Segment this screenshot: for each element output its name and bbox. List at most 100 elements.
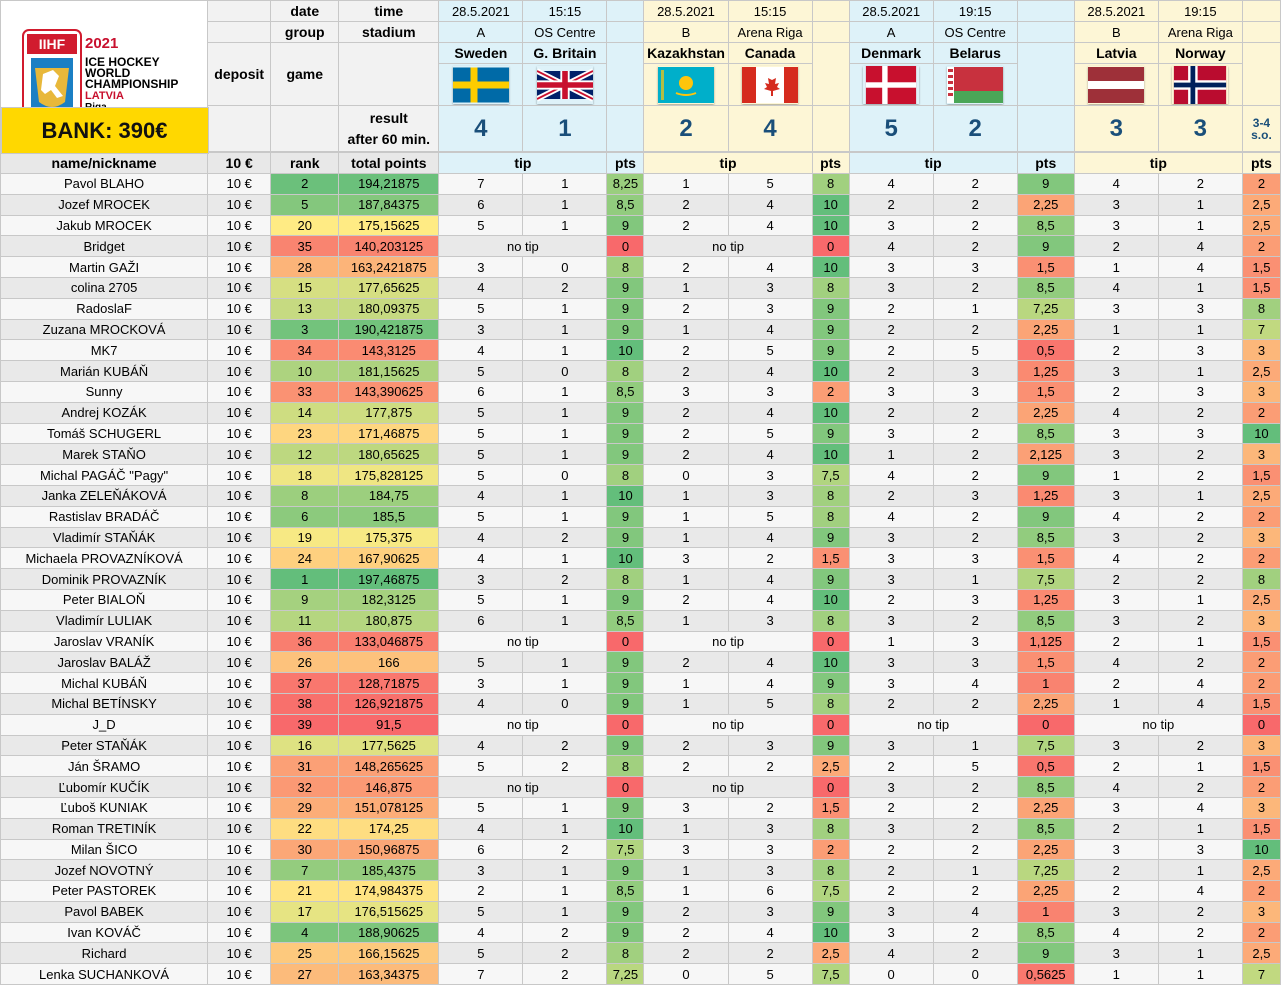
tip-away: 4 <box>1157 256 1243 278</box>
tip-away: 4 <box>727 256 813 278</box>
game-3-note <box>1016 105 1075 152</box>
player-name: Sunny <box>0 380 209 403</box>
player-deposit: 10 € <box>207 713 272 736</box>
tip-points: 8 <box>811 276 850 299</box>
tip-home: 1 <box>643 880 729 902</box>
player-name: Milan ŠICO <box>0 838 209 861</box>
tip-home: 5 <box>438 651 524 674</box>
player-name: Ľuboš KUNIAK <box>0 796 209 819</box>
tip-away: 1 <box>1157 360 1243 382</box>
tip-points: 1,5 <box>1241 817 1281 840</box>
table-row: Ján ŠRAMO 10 €31 148,265625 5 2 8 2 2 2,5 2 5 0,5 2 1… <box>0 755 1281 778</box>
tip-away: 4 <box>1157 796 1243 819</box>
game-1-note <box>606 105 645 152</box>
tip-points: 7,5 <box>606 838 645 861</box>
sweden-flag-icon <box>452 67 509 102</box>
tip-away: 4 <box>1157 692 1243 715</box>
year-label: 2021 <box>85 34 119 52</box>
tip-home: 2 <box>848 318 934 341</box>
player-deposit: 10 € <box>207 776 272 798</box>
tip-away: 0 <box>522 692 608 715</box>
tip-away: 1 <box>522 318 608 341</box>
player-deposit: 10 € <box>207 526 272 549</box>
player-name: Peter STAŇÁK <box>0 734 209 757</box>
tip-away: 4 <box>727 318 813 341</box>
tip-home: 2 <box>1073 880 1159 902</box>
tip-away: 2 <box>522 734 608 757</box>
tip-points: 1,5 <box>1016 651 1075 674</box>
tip-away: 6 <box>727 880 813 902</box>
tip-points: 8 <box>606 942 645 965</box>
game-3-group: A <box>848 21 934 43</box>
tip-home: 1 <box>643 568 729 590</box>
tip-away: 0 <box>522 360 608 382</box>
tip-points: 9 <box>606 672 645 694</box>
table-row: Ľuboš KUNIAK 10 €29 151,078125 5 1 9 3 2 1,5 2 2 2,… <box>0 796 1281 819</box>
tip-points: 10 <box>811 443 850 466</box>
tip-points: 2,25 <box>1016 401 1075 424</box>
tip-cell: no tip <box>643 713 813 736</box>
tip-home: 4 <box>438 921 524 944</box>
tip-points: 0 <box>811 630 850 653</box>
player-total-points: 143,390625 <box>338 380 440 403</box>
tip-home: 2 <box>643 297 729 320</box>
tip-home: 3 <box>438 859 524 882</box>
tip-home: 4 <box>1073 651 1159 674</box>
tip-points: 7,25 <box>606 963 645 986</box>
tip-away: 2 <box>1157 173 1243 195</box>
player-name: Michal KUBÁŇ <box>0 672 209 694</box>
tip-points: 2 <box>811 838 850 861</box>
tip-home: 1 <box>643 505 729 528</box>
game-4-home-flag-cell <box>1073 63 1159 106</box>
tip-points: 1 <box>1016 672 1075 694</box>
tip-points: 7,25 <box>1016 859 1075 882</box>
player-deposit: 10 € <box>207 297 272 320</box>
tip-away: 1 <box>522 651 608 674</box>
game-1-stadium: OS Centre <box>522 21 608 43</box>
player-total-points: 187,84375 <box>338 193 440 216</box>
tip-home: 6 <box>438 609 524 632</box>
tip-away: 1 <box>522 547 608 570</box>
player-rank: 34 <box>270 339 340 362</box>
tip-points: 9 <box>606 214 645 237</box>
tip-points: 2,5 <box>1241 859 1281 882</box>
tip-away: 2 <box>932 880 1018 902</box>
tip-points: 10 <box>1241 838 1281 861</box>
game-3-date: 28.5.2021 <box>848 0 934 22</box>
player-name: Peter PASTOREK <box>0 880 209 902</box>
tip-away: 4 <box>932 672 1018 694</box>
game-3-spacer-3 <box>1016 42 1075 106</box>
player-name: Pavol BLAHO <box>0 173 209 195</box>
player-deposit: 10 € <box>207 630 272 653</box>
player-rank: 39 <box>270 713 340 736</box>
tip-home: 6 <box>438 193 524 216</box>
tip-points: 10 <box>606 547 645 570</box>
tip-home: 2 <box>1073 672 1159 694</box>
tip-away: 2 <box>932 838 1018 861</box>
tip-points: 9 <box>811 297 850 320</box>
tip-away: 4 <box>727 443 813 466</box>
game-1-home-score: 4 <box>438 105 524 152</box>
player-total-points: 194,21875 <box>338 173 440 195</box>
great-britain-flag-icon <box>536 67 593 102</box>
tip-home: 1 <box>643 318 729 341</box>
tip-points: 9 <box>606 588 645 611</box>
game-2-spacer-3 <box>811 42 850 106</box>
game-1-spacer-3 <box>606 42 645 106</box>
tip-points: 9 <box>1016 464 1075 486</box>
tip-home: 2 <box>848 297 934 320</box>
tip-points: 10 <box>606 339 645 362</box>
player-total-points: 126,921875 <box>338 692 440 715</box>
player-name: Peter BIALOŇ <box>0 588 209 611</box>
tip-points: 2 <box>1241 401 1281 424</box>
tip-home: 1 <box>1073 256 1159 278</box>
tip-away: 2 <box>522 568 608 590</box>
player-total-points: 175,375 <box>338 526 440 549</box>
tip-points: 1,5 <box>1241 256 1281 278</box>
player-rank: 21 <box>270 880 340 902</box>
tip-away: 2 <box>727 796 813 819</box>
table-row: Jaroslav BALÁŽ 10 €26 166 5 1 9 2 4 10 3 3 1,5 4 2 2 <box>0 651 1281 674</box>
tip-away: 2 <box>522 755 608 778</box>
player-total-points: 163,2421875 <box>338 256 440 278</box>
tip-points: 10 <box>811 651 850 674</box>
